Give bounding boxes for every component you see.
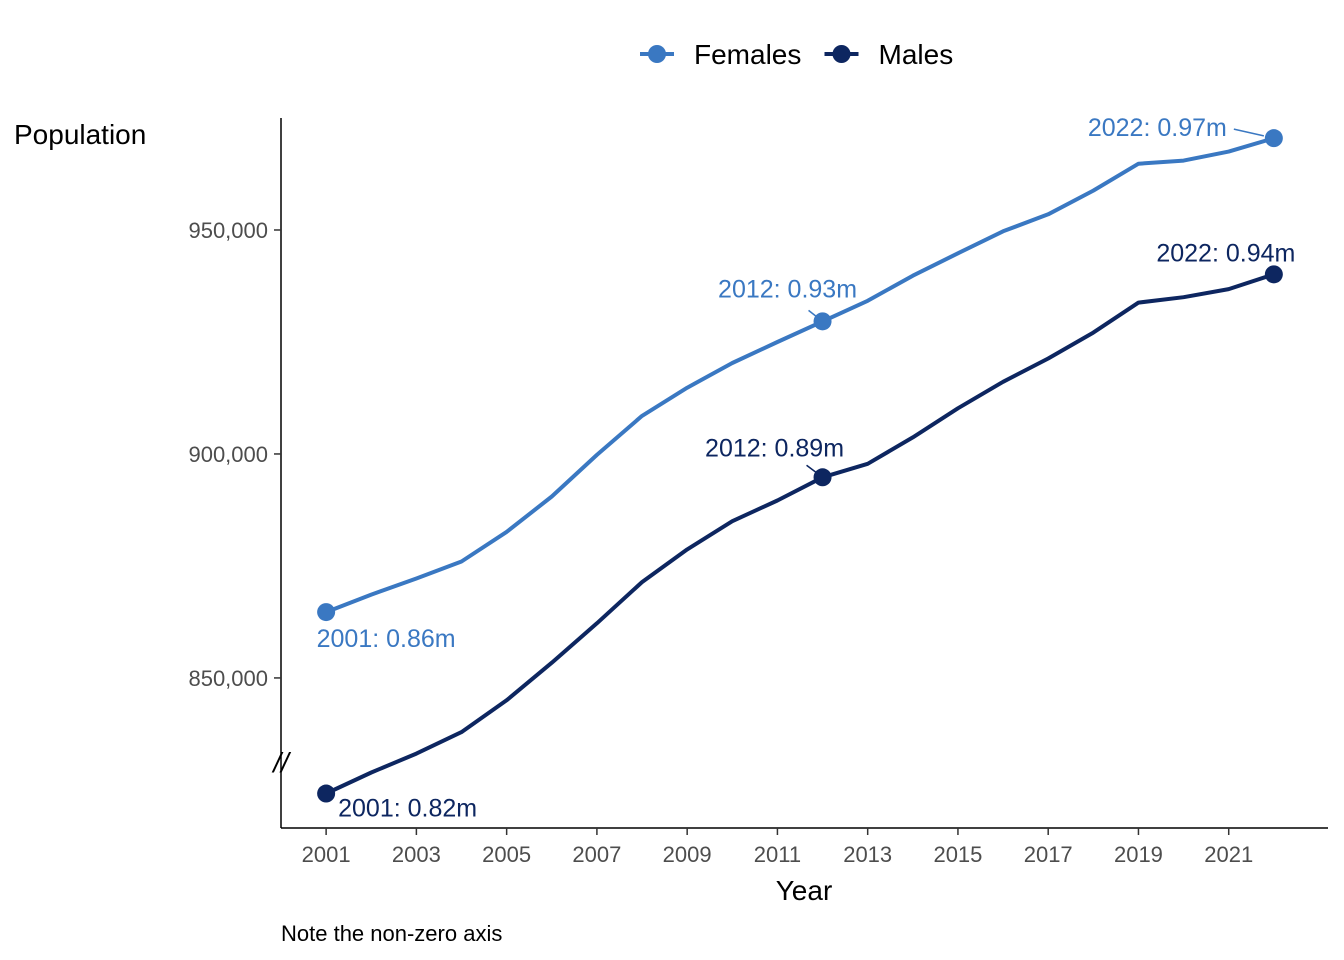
data-point-females-2012: [813, 312, 832, 331]
x-tick-label: 2005: [482, 842, 531, 867]
series-line-males: [325, 272, 1275, 796]
legend-label: Males: [879, 39, 954, 70]
x-tick-label: 2003: [392, 842, 441, 867]
y-tick-label: 950,000: [188, 218, 268, 243]
legend-key-marker: [648, 45, 666, 63]
data-point-females-2001: [317, 603, 336, 622]
axis-break-marker: //: [271, 747, 292, 778]
legend: Females Males: [640, 39, 953, 70]
chart-caption: Note the non-zero axis: [281, 921, 502, 946]
legend-label: Females: [694, 39, 801, 70]
annotation-label: 2012: 0.89m: [705, 434, 844, 462]
annotation-label: 2001: 0.82m: [338, 795, 477, 823]
x-axis-title: Year: [776, 875, 833, 906]
data-point-females-2022: [1264, 129, 1283, 148]
x-tick-label: 2015: [933, 842, 982, 867]
x-tick-label: 2007: [572, 842, 621, 867]
x-tick-label: 2021: [1204, 842, 1253, 867]
annotation-leader: [1233, 128, 1265, 137]
annotation-layer: 2001: 0.86m 2012: 0.93m 2022: 0.97m 2001: 0…: [317, 114, 1296, 822]
x-tick-label: 2001: [302, 842, 351, 867]
x-tick-label: 2019: [1114, 842, 1163, 867]
x-tick-label: 2009: [663, 842, 712, 867]
annotation-leader: [806, 464, 820, 475]
annotation-label: 2022: 0.97m: [1088, 114, 1227, 142]
annotation-leader: [808, 309, 820, 320]
data-point-males-2022: [1264, 265, 1283, 284]
series-layer: [317, 129, 1283, 803]
data-point-males-2001: [317, 784, 336, 803]
y-axis-title: Population: [14, 119, 146, 150]
axes: 850,000 900,000 950,000 2001 2003 2005 2007 200…: [188, 118, 1328, 867]
x-tick-label: 2013: [843, 842, 892, 867]
x-tick-label: 2011: [754, 842, 801, 867]
data-point-males-2012: [813, 468, 832, 487]
annotation-label: 2022: 0.94m: [1156, 239, 1295, 267]
annotation-label: 2012: 0.93m: [718, 275, 857, 303]
series-line-females: [325, 136, 1275, 614]
x-tick-label: 2017: [1024, 842, 1073, 867]
y-tick-label: 850,000: [188, 666, 268, 691]
annotation-label: 2001: 0.86m: [317, 625, 456, 653]
y-tick-label: 900,000: [188, 442, 268, 467]
legend-key-marker: [832, 45, 851, 63]
